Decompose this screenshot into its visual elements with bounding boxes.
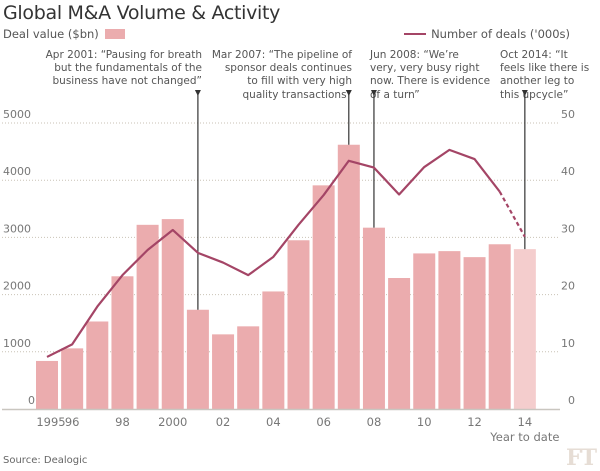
annotation-oct-2014: Oct 2014: “It feels like there is anothe… <box>500 49 590 101</box>
x-note-year-to-date: Year to date <box>489 430 559 444</box>
x-tick-label: 02 <box>216 415 231 429</box>
x-tick-label: 06 <box>316 415 331 429</box>
annotation-marker-2008 <box>370 90 377 96</box>
y-right-tick-label: 30 <box>561 222 575 235</box>
annotation-marker-2007 <box>345 90 352 96</box>
deals-line-solid <box>46 148 501 358</box>
x-tick-label: 12 <box>467 415 482 429</box>
x-tick-label: 14 <box>518 415 533 429</box>
annotation-mar-2007: Mar 2007: “The pipeline of sponsor deals… <box>211 49 352 101</box>
annotation-marker-2014 <box>521 90 528 96</box>
annotation-markers <box>194 90 528 310</box>
y-left-tick-label: 2000 <box>3 280 31 293</box>
y-left-tick-label: 5000 <box>3 108 31 121</box>
y-right-tick-label: 40 <box>561 165 575 178</box>
bar-2001 <box>186 309 209 409</box>
legend-bar-swatch <box>104 29 125 39</box>
bar-2002 <box>212 334 235 409</box>
bar-2005 <box>287 240 310 409</box>
x-tick-label: 04 <box>266 415 281 429</box>
ft-logo: FT <box>566 445 597 471</box>
x-tick-label: 10 <box>417 415 432 429</box>
y-right-tick-label: 10 <box>561 337 575 350</box>
bar-2012 <box>463 257 486 409</box>
deals-line-dashed <box>498 191 526 238</box>
source-note: Source: Dealogic <box>3 455 88 466</box>
x-tick-label: 2000 <box>158 415 187 429</box>
annotation-marker-2001 <box>194 90 201 96</box>
y-right-tick-label: 20 <box>561 280 575 293</box>
bar-1997 <box>86 321 109 409</box>
bar-2011 <box>438 251 461 409</box>
deals-line <box>46 148 526 358</box>
bar-2000 <box>161 219 184 409</box>
bars <box>36 144 536 409</box>
annotation-jun-2008: Jun 2008: “We’re very, very busy right n… <box>370 49 491 101</box>
legend-deal-value-label: Deal value ($bn) <box>3 27 99 41</box>
bar-2007 <box>337 144 360 409</box>
bar-2013 <box>488 244 511 409</box>
bar-1995 <box>36 360 58 409</box>
legend-number-of-deals: Number of deals ('000s) <box>404 27 570 41</box>
bar-2010 <box>413 253 436 409</box>
bar-2008 <box>362 227 385 409</box>
chart-title: Global M&A Volume & Activity <box>3 2 281 24</box>
y-left-tick-label: 4000 <box>3 165 31 178</box>
x-tick-label: 1995 <box>36 415 65 429</box>
y-left-tick-label: 1000 <box>3 337 31 350</box>
legend-line-swatch <box>404 33 427 35</box>
axes: 0 0 1000 10 2000 20 3000 30 4000 40 5000 50 1995 96 98… <box>2 108 575 444</box>
bar-2006 <box>312 185 335 409</box>
legend-deal-value: Deal value ($bn) <box>3 27 125 41</box>
y-left-tick-label: 0 <box>28 394 35 407</box>
x-tick-label: 96 <box>65 415 80 429</box>
legend-number-of-deals-label: Number of deals ('000s) <box>431 27 570 41</box>
y-right-tick-label: 50 <box>561 108 575 121</box>
bar-2014 <box>513 249 536 409</box>
y-right-tick-label: 0 <box>568 394 575 407</box>
y-left-tick-label: 3000 <box>3 222 31 235</box>
x-tick-label: 98 <box>115 415 130 429</box>
bar-2004 <box>262 291 285 409</box>
bar-2003 <box>237 326 260 409</box>
bar-2009 <box>388 278 411 409</box>
annotation-apr-2001: Apr 2001: “Pausing for breath but the fu… <box>45 49 202 88</box>
bar-1999 <box>136 224 159 409</box>
x-tick-label: 08 <box>367 415 382 429</box>
bar-1996 <box>61 348 84 409</box>
bar-1998 <box>111 276 134 409</box>
